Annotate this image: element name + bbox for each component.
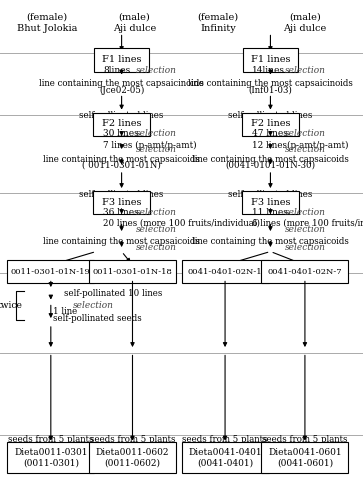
Text: F1 lines: F1 lines [251,56,290,64]
Text: 11 lines: 11 lines [252,208,288,217]
Text: 0011-0301-01N-19: 0011-0301-01N-19 [11,268,91,276]
Text: (Inf01-03): (Inf01-03) [249,86,292,94]
Text: self-pollinated lines: self-pollinated lines [228,112,313,120]
Text: self-pollinated lines: self-pollinated lines [79,190,164,199]
Text: (male)
Aji dulce: (male) Aji dulce [113,12,156,32]
Text: line containing the most capsaicinoids: line containing the most capsaicinoids [188,80,353,88]
Text: (Jce02-05): (Jce02-05) [99,86,144,94]
Text: F2 lines: F2 lines [251,120,290,128]
Text: seeds from 5 plants: seeds from 5 plants [8,434,94,444]
FancyBboxPatch shape [261,260,348,283]
Text: (female)
Infinity: (female) Infinity [197,12,238,32]
Text: selection: selection [285,226,326,234]
Text: selection: selection [73,302,114,310]
Text: selection: selection [136,130,177,138]
Text: F2 lines: F2 lines [102,120,141,128]
Text: F3 lines: F3 lines [251,198,290,207]
Text: 14lines: 14lines [252,66,285,75]
FancyBboxPatch shape [94,48,149,72]
Text: 47 lines: 47 lines [252,130,288,138]
Text: selection: selection [136,226,177,234]
Text: 20 lines (more 100 fruits/individual): 20 lines (more 100 fruits/individual) [103,219,261,228]
FancyBboxPatch shape [94,191,150,214]
Text: selection: selection [285,208,326,217]
Text: selection: selection [136,208,177,217]
Text: (male)
Aji dulce: (male) Aji dulce [283,12,327,32]
Text: 0041-0401-02N-1: 0041-0401-02N-1 [188,268,262,276]
Text: 36 lines: 36 lines [103,208,139,217]
FancyBboxPatch shape [242,112,298,136]
FancyBboxPatch shape [182,260,269,283]
Text: self-pollinated 10 lines: self-pollinated 10 lines [64,289,162,298]
Text: line containing the most capsaicinoids: line containing the most capsaicinoids [39,80,204,88]
Text: selection: selection [136,66,177,75]
Text: seeds from 5 plants: seeds from 5 plants [262,434,348,444]
FancyBboxPatch shape [7,442,94,473]
Text: selection: selection [136,243,177,252]
Text: selection: selection [136,146,177,154]
Text: F1 lines: F1 lines [102,56,141,64]
Text: line containing the most capsaicoids: line containing the most capsaicoids [192,236,349,246]
Text: self-pollinated seeds: self-pollinated seeds [53,314,141,323]
Text: line containing the most capsaicoids: line containing the most capsaicoids [43,236,200,246]
FancyBboxPatch shape [261,442,348,473]
Text: selection: selection [285,146,326,154]
Text: 0041-0401-02N-7: 0041-0401-02N-7 [268,268,342,276]
Text: (female)
Bhut Jolokia: (female) Bhut Jolokia [17,12,77,32]
Text: seeds from 5 plants: seeds from 5 plants [182,434,268,444]
Text: line containing the most capsaicoids: line containing the most capsaicoids [192,155,349,164]
Text: 6 lines (more 100 fruits/individual): 6 lines (more 100 fruits/individual) [252,219,363,228]
FancyBboxPatch shape [243,48,298,72]
Text: line containing the most capsaicoids: line containing the most capsaicoids [43,155,200,164]
Text: F3 lines: F3 lines [102,198,141,207]
Text: ( 0011-0301-01N): ( 0011-0301-01N) [82,160,161,170]
Text: self-pollinated lines: self-pollinated lines [79,112,164,120]
FancyBboxPatch shape [94,112,150,136]
Text: 7 lines (p-amt/p-amt): 7 lines (p-amt/p-amt) [103,140,197,149]
Text: self-pollinated lines: self-pollinated lines [228,190,313,199]
Text: selection: selection [285,66,326,75]
Text: Dieta0041-0601
(0041-0601): Dieta0041-0601 (0041-0601) [268,448,342,467]
Text: 8lines: 8lines [103,66,131,75]
Text: (0041-0101-01N-30): (0041-0101-01N-30) [225,160,315,170]
Text: selection: selection [285,243,326,252]
Text: 12 lines(p-amt/p-amt): 12 lines(p-amt/p-amt) [252,140,349,149]
Text: 30 lines: 30 lines [103,130,139,138]
FancyBboxPatch shape [7,260,94,283]
FancyBboxPatch shape [89,260,176,283]
FancyBboxPatch shape [182,442,269,473]
FancyBboxPatch shape [89,442,176,473]
Text: twice: twice [0,302,23,310]
Text: Dieta0011-0301
(0011-0301): Dieta0011-0301 (0011-0301) [14,448,87,467]
FancyBboxPatch shape [242,191,298,214]
Text: seeds from 5 plants: seeds from 5 plants [90,434,175,444]
Text: Dieta0011-0602
(0011-0602): Dieta0011-0602 (0011-0602) [96,448,169,467]
Text: selection: selection [285,130,326,138]
Text: 1 line: 1 line [53,308,77,316]
Text: 0011-0301-01N-18: 0011-0301-01N-18 [93,268,172,276]
Text: Dieta0041-0401
(0041-0401): Dieta0041-0401 (0041-0401) [188,448,262,467]
